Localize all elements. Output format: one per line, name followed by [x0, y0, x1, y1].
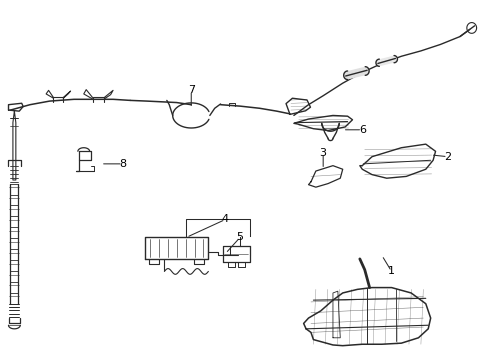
- Text: 7: 7: [188, 85, 195, 95]
- Text: 8: 8: [119, 159, 126, 169]
- Text: 6: 6: [359, 125, 366, 135]
- Text: 5: 5: [237, 232, 244, 242]
- Text: 3: 3: [319, 148, 327, 158]
- Text: 4: 4: [222, 215, 229, 224]
- Text: 1: 1: [388, 266, 395, 276]
- Text: 2: 2: [444, 152, 451, 162]
